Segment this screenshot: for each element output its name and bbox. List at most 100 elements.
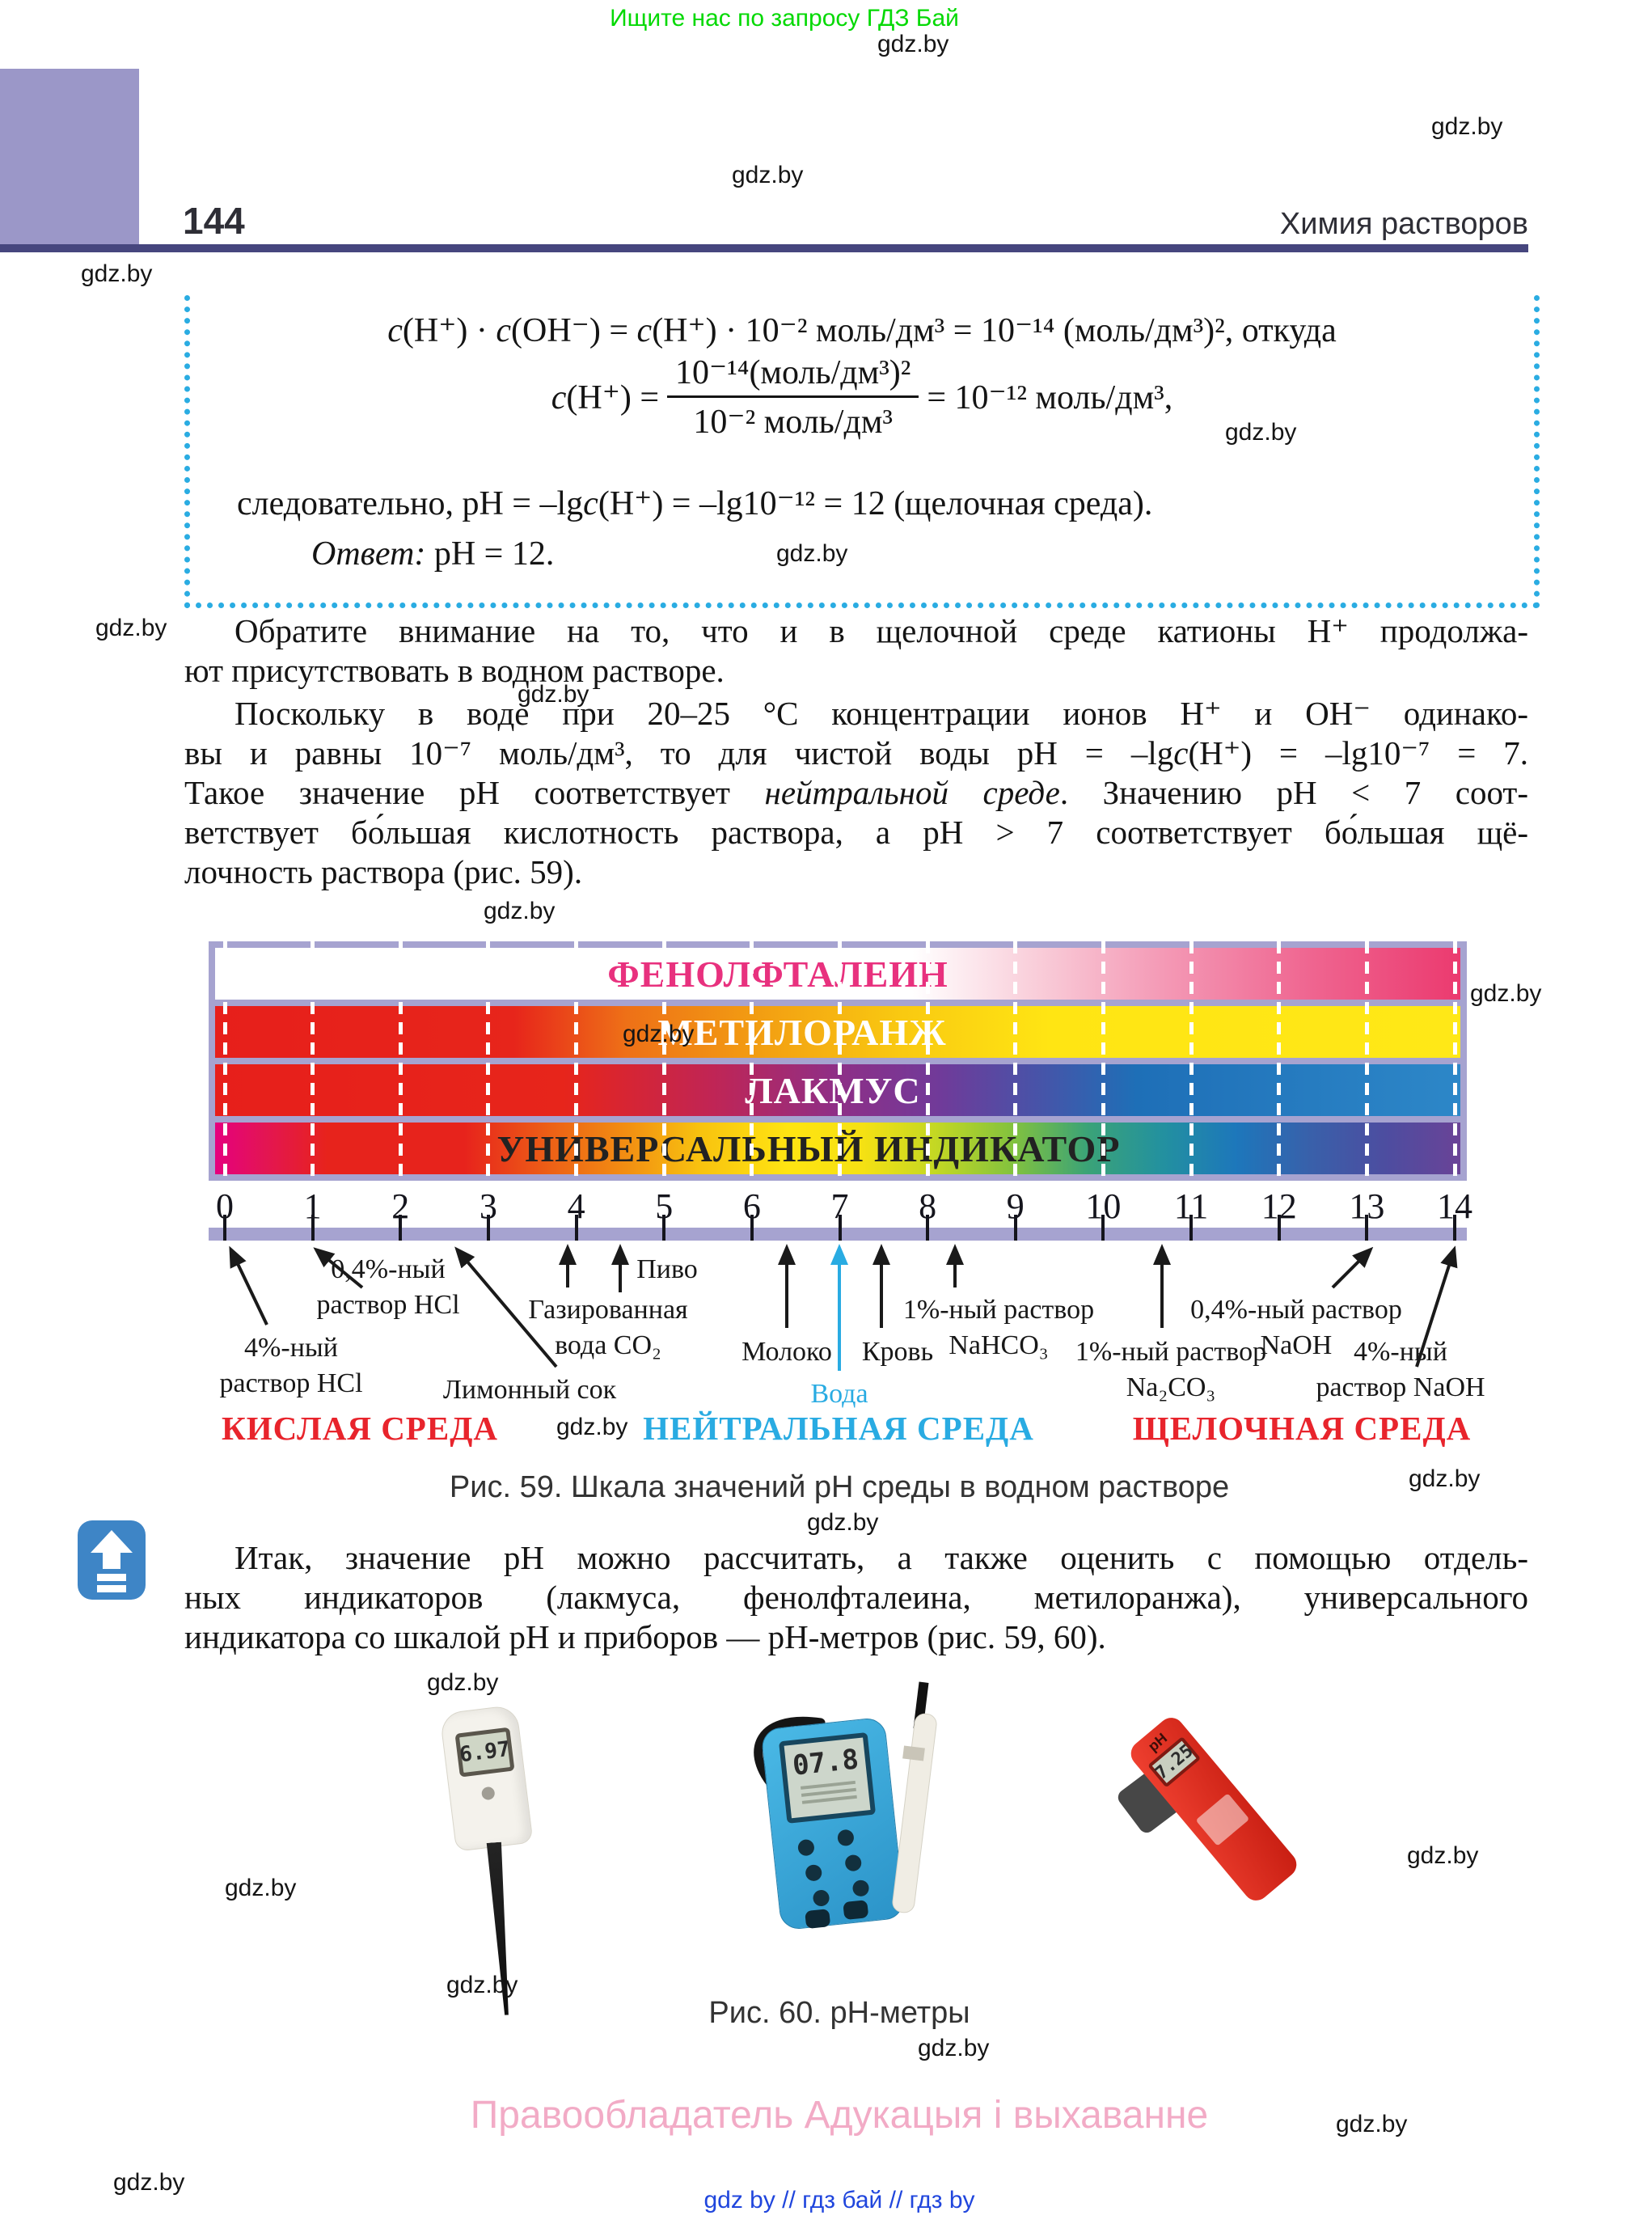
- scale-annotation: Пиво: [636, 1254, 698, 1284]
- ph-tick: [1101, 1215, 1105, 1241]
- gridline: [1364, 941, 1369, 1181]
- scale-annotation: Вода: [810, 1379, 868, 1409]
- text-line: Такое значение pH соответствует нейтраль…: [184, 774, 1528, 811]
- scale-annotation: Молоко: [741, 1337, 832, 1367]
- scale-annotation: Кровь: [861, 1337, 934, 1367]
- ph-tick: [223, 1215, 226, 1241]
- watermark: gdz.by: [225, 1875, 297, 1901]
- watermark: gdz.by: [1431, 113, 1503, 140]
- ph-tick-label: 4: [567, 1186, 585, 1226]
- watermark: gdz.by: [1336, 2111, 1408, 2137]
- ph-tick: [574, 1215, 578, 1241]
- copyright-line: Правообладатель Адукацыя і выхаванне: [470, 2094, 1209, 2137]
- watermark: gdz.by: [1407, 1842, 1479, 1869]
- ph-tick-label: 8: [919, 1186, 937, 1226]
- watermark: gdz.by: [484, 898, 556, 924]
- ph-tick: [838, 1215, 842, 1241]
- meter-button: [851, 1879, 870, 1897]
- meter-button: [480, 1786, 496, 1801]
- gridline: [311, 941, 315, 1181]
- watermark: gdz.by: [623, 1021, 695, 1047]
- text-line: ют присутствовать в водном растворе.: [184, 652, 725, 689]
- ph-tick-label: 13: [1349, 1186, 1385, 1226]
- figure60-caption: Рис. 60. pH-метры: [708, 1996, 970, 2030]
- paragraph-1: Обратите внимание на то, что и в щелочно…: [184, 611, 1528, 691]
- gridline: [486, 941, 491, 1181]
- gridline: [838, 941, 842, 1181]
- formula-line-2: c(H⁺) = 10⁻¹⁴(моль/дм³)² 10⁻² моль/дм³ =…: [190, 352, 1534, 442]
- zone-label: ЩЕЛОЧНАЯ СРЕДА: [1132, 1410, 1472, 1447]
- meter-probe: [890, 1712, 939, 1914]
- ph-tick-label: 3: [479, 1186, 497, 1226]
- ph-tick-label: 7: [830, 1186, 849, 1226]
- ph-tick-label: 5: [655, 1186, 674, 1226]
- text-line: ветствует бо́льшая кислотность раствора,…: [184, 814, 1528, 851]
- meter-body: 6.97: [439, 1704, 534, 1852]
- ph-tick: [1189, 1215, 1194, 1241]
- header-rule: [0, 244, 1528, 252]
- meter-button: [805, 1863, 823, 1882]
- ph-tick: [1013, 1215, 1017, 1241]
- watermark: gdz.by: [732, 162, 804, 188]
- text-line: индикатора со шкалой pH и приборов — pH-…: [184, 1618, 1106, 1655]
- promo-link[interactable]: Ищите нас по запросу ГДЗ Бай: [610, 5, 959, 32]
- watermark: gdz.by: [1409, 1465, 1481, 1492]
- paragraph-2: Поскольку в воде при 20–25 °С концентрац…: [184, 694, 1528, 892]
- meter-button: [843, 1900, 869, 1921]
- watermark: gdz.by: [1470, 980, 1542, 1007]
- section-title: Химия растворов: [1279, 207, 1528, 241]
- scale-annotation: 1%-ный раствор Na₂CO₃: [1075, 1337, 1267, 1402]
- back-to-top-icon[interactable]: [78, 1520, 146, 1600]
- ph-tick: [486, 1215, 490, 1241]
- gridline: [1013, 941, 1018, 1181]
- page-number: 144: [183, 200, 245, 242]
- paragraph-3: Итак, значение pH можно рассчитать, а та…: [184, 1538, 1528, 1657]
- ph-meter-handheld-blue: 07.8: [724, 1681, 966, 1941]
- gridline: [1277, 941, 1282, 1181]
- meter-button: [796, 1838, 815, 1857]
- ph-tick: [662, 1215, 666, 1241]
- scale-annotation: Газированная вода CO₂: [528, 1295, 688, 1360]
- ph-indicator-chart: ФЕНОЛФТАЛЕИН МЕТИЛОРАНЖ ЛАКМУС УНИВЕРСАЛЬНЫ…: [209, 941, 1467, 1181]
- watermark: gdz.by: [918, 2035, 990, 2061]
- fraction-rhs: = 10⁻¹² моль/дм³,: [927, 378, 1173, 416]
- footer-links[interactable]: gdz by // гдз бай // гдз by: [703, 2187, 975, 2213]
- ph-tick: [311, 1215, 315, 1241]
- ph-tick-label: 6: [742, 1186, 761, 1226]
- formula-line-3: следовательно, pH = –lgc(H⁺) = –lg10⁻¹² …: [237, 485, 1153, 522]
- text-line: ных индикаторов (лакмуса, фенолфталеина,…: [184, 1579, 1528, 1616]
- fraction-denominator: 10⁻² моль/дм³: [693, 404, 894, 441]
- meter-lcd: 07.8: [779, 1731, 877, 1824]
- watermark: gdz.by: [807, 1509, 879, 1536]
- watermark: gdz.by: [81, 260, 153, 287]
- fraction-numerator: 10⁻¹⁴(моль/дм³)²: [667, 352, 919, 398]
- answer-line: Ответ: pH = 12.: [311, 535, 555, 573]
- scale-annotation: 4%-ный раствор HCl: [219, 1333, 363, 1398]
- text-line: Поскольку в воде при 20–25 °С концентрац…: [234, 695, 1528, 732]
- ph-tick: [399, 1215, 403, 1241]
- watermark: gdz.by: [877, 31, 949, 57]
- example-box: c(H⁺) · c(OH⁻) = c(H⁺) · 10⁻² моль/дм³ =…: [184, 295, 1540, 608]
- gridline: [1189, 941, 1194, 1181]
- watermark: gdz.by: [427, 1669, 499, 1696]
- ph-tick: [926, 1215, 930, 1241]
- ph-tick-label: 0: [216, 1186, 234, 1226]
- text-line: вы и равны 10⁻⁷ моль/дм³, то для чистой …: [184, 734, 1528, 772]
- scale-annotation: 4%-ный раствор NaOH: [1316, 1337, 1485, 1402]
- watermark: gdz.by: [113, 2169, 185, 2196]
- meter-button: [812, 1889, 830, 1908]
- zone-label: НЕЙТРАЛЬНАЯ СРЕДА: [643, 1410, 1034, 1447]
- scale-annotation: 1%-ный раствор NaHCO₃: [902, 1295, 1095, 1360]
- watermark: gdz.by: [446, 1972, 518, 1998]
- meter-body: 07.8: [760, 1716, 906, 1931]
- gridline: [661, 941, 666, 1181]
- gridline: [574, 941, 579, 1181]
- meter-button: [844, 1854, 863, 1872]
- formula-line-1: c(H⁺) · c(OH⁻) = c(H⁺) · 10⁻² моль/дм³ =…: [387, 312, 1337, 349]
- gridline: [750, 941, 754, 1181]
- gridline: [1101, 941, 1105, 1181]
- ph-tick-label: 2: [391, 1186, 410, 1226]
- gridline: [1452, 941, 1457, 1181]
- text-line: Итак, значение pH можно рассчитать, а та…: [234, 1539, 1528, 1576]
